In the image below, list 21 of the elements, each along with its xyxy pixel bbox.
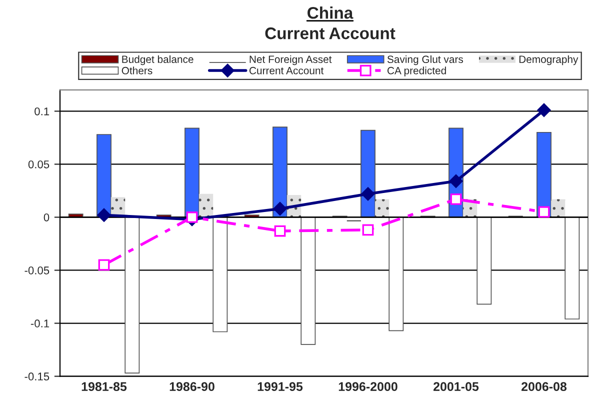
legend-label: CA predicted: [387, 66, 446, 76]
chart-title: China: [308, 6, 354, 19]
y-tick-label: -0.1: [30, 320, 50, 328]
chart-subtitle: Current Account: [265, 27, 396, 40]
legend-label: Current Account: [249, 66, 324, 74]
y-tick-label: -0.05: [24, 266, 50, 274]
legend-label: Demography: [519, 55, 578, 66]
x-tick-label: 1981-85: [82, 382, 127, 392]
legend-label: Saving Glut vars: [387, 55, 464, 66]
x-tick-label: 1991-95: [258, 382, 303, 392]
x-tick-label: 1986-90: [170, 382, 214, 392]
y-tick-label: 0.1: [34, 107, 50, 116]
x-tick-label: 1996-2000: [338, 382, 398, 392]
y-tick-label: 0.05: [28, 160, 50, 168]
x-tick-label: 2001-05: [434, 382, 479, 392]
x-tick-label: 2006-08: [522, 382, 567, 392]
legend-label: Others: [122, 66, 152, 74]
legend-label: Budget balance: [122, 55, 194, 66]
y-tick-label: 0: [44, 213, 50, 222]
legend-label: Net Foreign Asset: [250, 55, 332, 66]
y-tick-label: -0.15: [24, 372, 50, 380]
